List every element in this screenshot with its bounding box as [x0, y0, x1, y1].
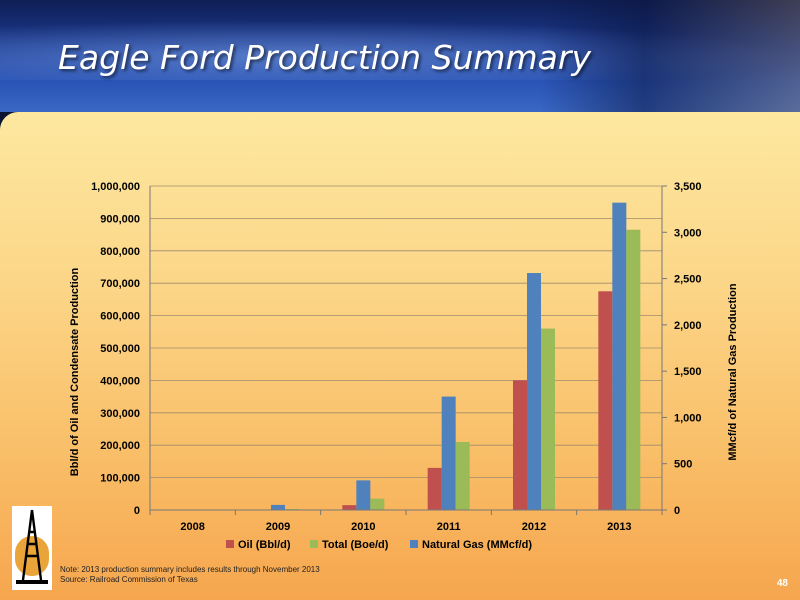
x-tick-label: 2008 — [180, 521, 204, 533]
y-right-tick-label: 2,000 — [674, 320, 702, 332]
bar — [527, 273, 541, 510]
y-left-tick-label: 800,000 — [100, 246, 140, 258]
x-tick-label: 2010 — [351, 521, 375, 533]
legend-label: Natural Gas (MMcf/d) — [422, 539, 532, 551]
y-left-tick-label: 700,000 — [100, 278, 140, 290]
x-tick-label: 2009 — [266, 521, 290, 533]
y-right-tick-label: 0 — [674, 505, 680, 517]
bar — [271, 504, 285, 510]
page-number: 48 — [776, 578, 788, 589]
note-text: Note: 2013 production summary includes r… — [60, 565, 320, 574]
x-tick-label: 2011 — [437, 521, 461, 533]
company-logo — [12, 506, 52, 590]
bar — [441, 396, 456, 510]
y-right-tick-label: 1,500 — [674, 366, 702, 378]
y-left-tick-label: 200,000 — [100, 440, 140, 452]
content-area — [0, 112, 800, 600]
bar — [370, 498, 385, 510]
y-axis-right-title: MMcf/d of Natural Gas Production — [727, 283, 739, 461]
y-right-tick-label: 3,500 — [674, 181, 702, 193]
legend-swatch — [410, 540, 418, 548]
bar — [513, 380, 527, 510]
oilfield-silhouette-image — [540, 0, 800, 112]
legend-label: Total (Boe/d) — [322, 539, 389, 551]
y-right-tick-label: 2,500 — [674, 274, 702, 286]
y-left-tick-label: 600,000 — [100, 311, 140, 323]
bar — [612, 202, 627, 511]
y-left-tick-label: 400,000 — [100, 375, 140, 387]
x-tick-label: 2013 — [607, 521, 631, 533]
title-banner: Eagle Ford Production Summary — [0, 0, 800, 112]
y-right-tick-label: 1,000 — [674, 412, 702, 424]
bar — [598, 291, 613, 510]
legend-swatch — [310, 540, 318, 548]
y-axis-left-title: Bbl/d of Oil and Condensate Production — [69, 268, 81, 477]
legend: Oil (Bbl/d) Total (Boe/d) Natural Gas (MMc… — [226, 539, 532, 551]
y-left-tick-label: 300,000 — [100, 408, 140, 420]
legend-label: Oil (Bbl/d) — [238, 539, 291, 551]
slide-title: Eagle Ford Production Summary — [58, 38, 591, 77]
y-right-tick-label: 500 — [674, 459, 692, 471]
source-text: Source: Railroad Commission of Texas — [60, 575, 198, 584]
legend-swatch — [226, 540, 234, 548]
y-right-tick-label: 3,000 — [674, 227, 702, 239]
bar — [455, 441, 470, 510]
bars — [257, 202, 641, 511]
y-left-tick-label: 100,000 — [100, 473, 140, 485]
bar — [541, 328, 555, 510]
axes — [149, 185, 667, 515]
bar — [342, 505, 357, 510]
y-left-tick-label: 0 — [134, 505, 140, 517]
bar — [626, 229, 641, 511]
bar — [427, 467, 442, 510]
gridlines — [150, 185, 662, 511]
y-left-tick-label: 900,000 — [100, 213, 140, 225]
y-left-tick-label: 1,000,000 — [91, 181, 140, 193]
x-tick-label: 2012 — [522, 521, 546, 533]
footnote: Note: 2013 production summary includes r… — [60, 565, 320, 585]
tick-labels: 0 100,000 200,000 300,000 400,000 500,000 600,… — [91, 181, 701, 533]
bar — [356, 480, 371, 510]
y-left-tick-label: 500,000 — [100, 343, 140, 355]
